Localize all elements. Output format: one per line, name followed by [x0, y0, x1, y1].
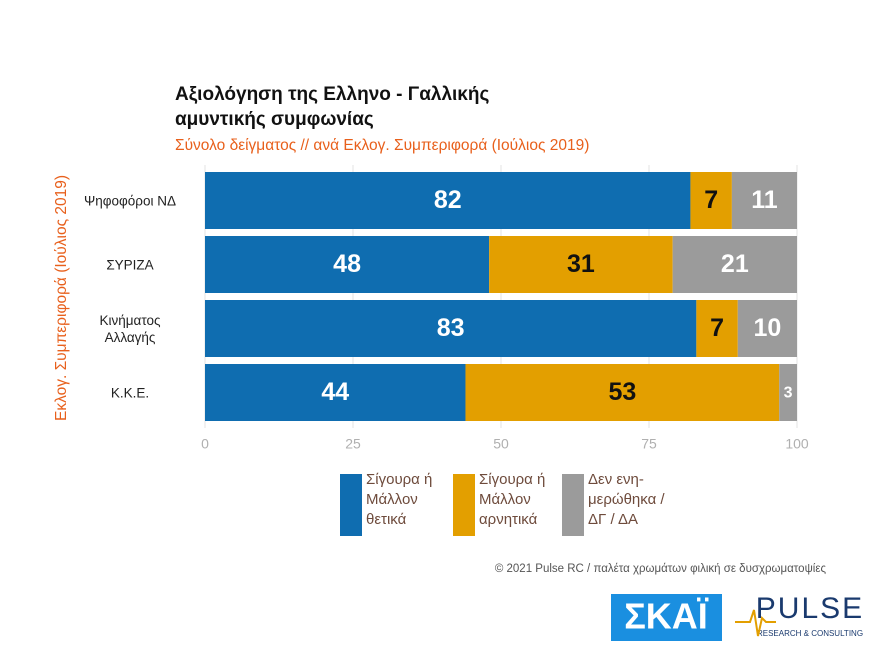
data-label: 83	[437, 314, 465, 342]
legend-swatch	[453, 474, 475, 536]
legend-swatch	[562, 474, 584, 536]
data-label: 44	[321, 378, 349, 406]
chart-title: αμυντικής συμφωνίας	[175, 109, 374, 130]
x-tick-label: 50	[493, 436, 509, 452]
bar-segment	[465, 364, 780, 421]
logo-pulse: PULSE	[756, 592, 864, 625]
bar-segment	[672, 236, 797, 293]
data-label: 21	[721, 250, 749, 278]
legend-label: Σίγουρα ή Μάλλον θετικά	[366, 471, 433, 528]
legend-label: Σίγουρα ή Μάλλον αρνητικά	[479, 471, 546, 528]
y-tick-label: Κ.Κ.Ε.	[110, 385, 150, 400]
data-label: 3	[784, 385, 793, 402]
x-tick-label: 25	[345, 436, 361, 452]
data-label: 11	[751, 186, 778, 214]
bar-segment	[779, 364, 797, 421]
data-label: 7	[704, 186, 718, 214]
data-label: 53	[608, 378, 636, 406]
logo-pulse-sub: RESEARCH & CONSULTING	[757, 629, 863, 638]
bar-segment	[489, 236, 673, 293]
logo-skai: ΣΚΑΪ	[624, 596, 709, 637]
data-label: 48	[333, 250, 361, 278]
data-label: 7	[710, 314, 724, 342]
bar-segment	[205, 172, 691, 229]
y-tick-label: Ψηφοφόροι ΝΔ	[83, 193, 176, 208]
bar-segment	[737, 300, 797, 357]
y-tick-label: Κινήματος Αλλαγής	[99, 312, 161, 345]
logo-pulse-wave	[735, 609, 776, 637]
legend-swatch	[340, 474, 362, 536]
data-label: 10	[753, 314, 781, 342]
data-label: 82	[434, 186, 462, 214]
chart-subtitle: Σύνολο δείγματος // ανά Εκλογ. Συμπεριφο…	[175, 137, 589, 154]
bar-segment	[205, 364, 466, 421]
x-tick-label: 75	[641, 436, 657, 452]
chart-title: Αξιολόγηση της Ελληνο - Γαλλικής	[175, 84, 489, 105]
x-tick-label: 100	[785, 436, 809, 452]
source: © 2021 Pulse RC / παλέτα χρωμάτων φιλική…	[495, 563, 827, 575]
data-label: 31	[567, 250, 595, 278]
bar-segment	[690, 172, 732, 229]
x-tick-label: 0	[201, 436, 209, 452]
y-tick-label: ΣΥΡΙΖΑ	[106, 257, 154, 272]
bar-segment	[205, 236, 490, 293]
bar-segment	[205, 300, 697, 357]
y-axis-label: Εκλογ. Συμπεριφορά (Ιούλιος 2019)	[53, 175, 70, 421]
bar-segment	[696, 300, 738, 357]
logo-box	[611, 594, 722, 641]
legend-label: Δεν ενη-μερώθηκα / ΔΓ / ΔΑ	[588, 471, 665, 528]
bar-segment	[731, 172, 797, 229]
